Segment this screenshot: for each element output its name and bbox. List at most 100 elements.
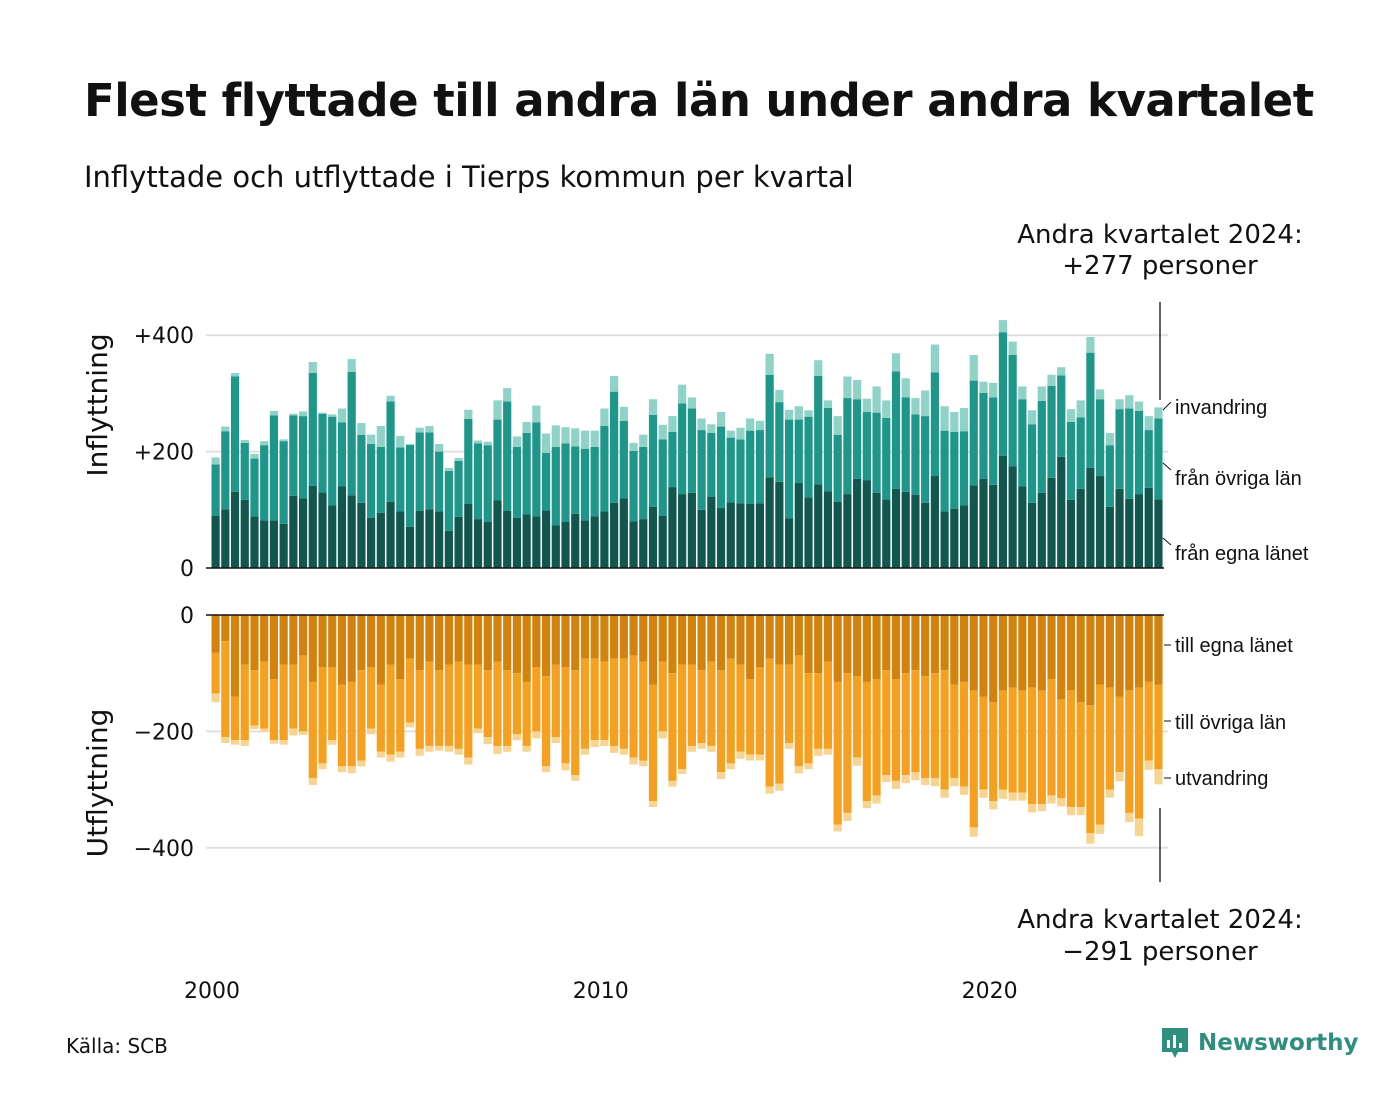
- utflyttning-bar-segment: [600, 740, 609, 746]
- inflyttning-bar-segment: [969, 380, 978, 486]
- utflyttning-bar-segment: [639, 661, 648, 761]
- inflyttning-bar-segment: [755, 503, 765, 568]
- utflyttning-bar-segment: [716, 670, 726, 773]
- utflyttning-bar-segment: [328, 667, 337, 741]
- utflyttning-bar-segment: [619, 658, 628, 749]
- inflyttning-bar-segment: [697, 430, 706, 510]
- utflyttning-bar-segment: [736, 664, 745, 752]
- inflyttning-annotation-line2: +277 personer: [1062, 251, 1258, 281]
- inflyttning-bar-segment: [1076, 400, 1085, 418]
- inflyttning-bar-segment: [862, 412, 871, 481]
- inflyttning-bar-segment: [1047, 477, 1056, 568]
- utflyttning-bar-segment: [1105, 615, 1114, 688]
- grid-layer: [206, 334, 1168, 849]
- inflyttning-bar-segment: [347, 495, 356, 568]
- utflyttning-bar-segment: [405, 658, 415, 723]
- utflyttning-bar-segment: [396, 615, 405, 680]
- chart-subtitle: Inflyttade och utflyttade i Tierps kommu…: [84, 160, 854, 194]
- utflyttning-bar-segment: [707, 745, 716, 752]
- inflyttning-bar-segment: [600, 425, 609, 512]
- utflyttning-bar-segment: [921, 777, 930, 785]
- utflyttning-bar-segment: [580, 658, 590, 749]
- utflyttning-bar-segment: [1096, 824, 1105, 834]
- utflyttning-bar-segment: [464, 615, 473, 665]
- utflyttning-bar-segment: [1018, 690, 1027, 793]
- utflyttning-bar-segment: [814, 748, 823, 756]
- inflyttning-bar-segment: [590, 516, 599, 568]
- utflyttning-bar-segment: [794, 766, 803, 774]
- utflyttning-bar-segment: [1057, 798, 1066, 807]
- utflyttning-bar-segment: [804, 615, 813, 674]
- inflyttning-bar-segment: [211, 515, 220, 568]
- utflyttning-bar-segment: [950, 684, 959, 778]
- utflyttning-bar-segment: [269, 679, 279, 741]
- utflyttning-bar-segment: [823, 615, 833, 662]
- inflyttning-bar-segment: [425, 425, 434, 433]
- inflyttning-bar-segment: [814, 360, 823, 376]
- inflyttning-bar-segment: [561, 522, 570, 568]
- inflyttning-bar-segment: [571, 446, 580, 514]
- inflyttning-bar-segment: [872, 386, 881, 413]
- utflyttning-bar-segment: [1086, 705, 1095, 834]
- utflyttning-bar-segment: [1134, 687, 1144, 819]
- inflyttning-bar-segment: [911, 494, 920, 568]
- utflyttning-bar-segment: [998, 690, 1008, 790]
- inflyttning-bar-segment: [823, 407, 833, 492]
- series-label-leader: [1162, 462, 1172, 471]
- utflyttning-bar-segment: [357, 760, 366, 767]
- inflyttning-series-label: invandring: [1175, 397, 1267, 419]
- inflyttning-bar-segment: [600, 511, 609, 568]
- inflyttning-bar-segment: [687, 492, 696, 568]
- utflyttning-bar-segment: [367, 615, 376, 668]
- inflyttning-bar-segment: [619, 420, 628, 499]
- utflyttning-bar-segment: [1115, 772, 1124, 782]
- inflyttning-bar-segment: [580, 520, 590, 568]
- utflyttning-annotation-line2: −291 personer: [1062, 937, 1258, 967]
- inflyttning-bar-segment: [804, 497, 813, 568]
- utflyttning-bar-segment: [843, 615, 852, 674]
- inflyttning-bar-segment: [571, 428, 580, 447]
- inflyttning-bar-segment: [648, 399, 658, 415]
- utflyttning-bar-segment: [367, 667, 376, 729]
- utflyttning-bar-segment: [979, 789, 988, 798]
- inflyttning-bar-segment: [1115, 409, 1124, 489]
- inflyttning-bar-segment: [746, 430, 755, 504]
- inflyttning-bar-segment: [979, 478, 988, 568]
- utflyttning-bar-segment: [1105, 687, 1114, 790]
- inflyttning-bar-segment: [833, 501, 842, 568]
- utflyttning-bar-segment: [823, 748, 833, 755]
- inflyttning-bar-segment: [425, 432, 434, 510]
- utflyttning-bar-segment: [891, 780, 901, 790]
- inflyttning-bar-segment: [940, 430, 949, 512]
- inflyttning-bar-segment: [1066, 409, 1076, 422]
- inflyttning-bar-segment: [464, 503, 473, 568]
- inflyttning-bar-segment: [318, 413, 327, 493]
- utflyttning-bar-segment: [1047, 795, 1056, 804]
- utflyttning-bar-segment: [435, 745, 444, 751]
- inflyttning-bar-segment: [794, 483, 803, 568]
- inflyttning-bar-segment: [269, 520, 279, 568]
- utflyttning-bar-segment: [483, 670, 492, 738]
- utflyttning-bar-segment: [668, 780, 677, 787]
- utflyttning-bar-segment: [969, 615, 978, 691]
- utflyttning-bar-segment: [707, 661, 716, 746]
- inflyttning-bar-segment: [814, 484, 823, 568]
- inflyttning-bar-segment: [512, 436, 522, 447]
- x-tick-label: 2010: [573, 979, 629, 1004]
- inflyttning-bar-segment: [998, 332, 1008, 456]
- inflyttning-bar-segment: [775, 481, 784, 568]
- utflyttning-bar-segment: [367, 728, 376, 735]
- inflyttning-bar-segment: [658, 515, 667, 568]
- utflyttning-bar-segment: [959, 615, 969, 682]
- utflyttning-bar-segment: [969, 690, 978, 828]
- inflyttning-bar-segment: [230, 491, 240, 568]
- inflyttning-bar-segment: [347, 359, 356, 372]
- inflyttning-bar-segment: [989, 484, 998, 568]
- utflyttning-bar-segment: [1134, 615, 1144, 688]
- utflyttning-bar-segment: [1144, 681, 1153, 761]
- utflyttning-bar-segment: [648, 684, 658, 802]
- utflyttning-bar-segment: [580, 615, 590, 659]
- inflyttning-bar-segment: [367, 444, 376, 518]
- inflyttning-bar-segment: [1027, 410, 1037, 425]
- inflyttning-bar-segment: [707, 497, 716, 568]
